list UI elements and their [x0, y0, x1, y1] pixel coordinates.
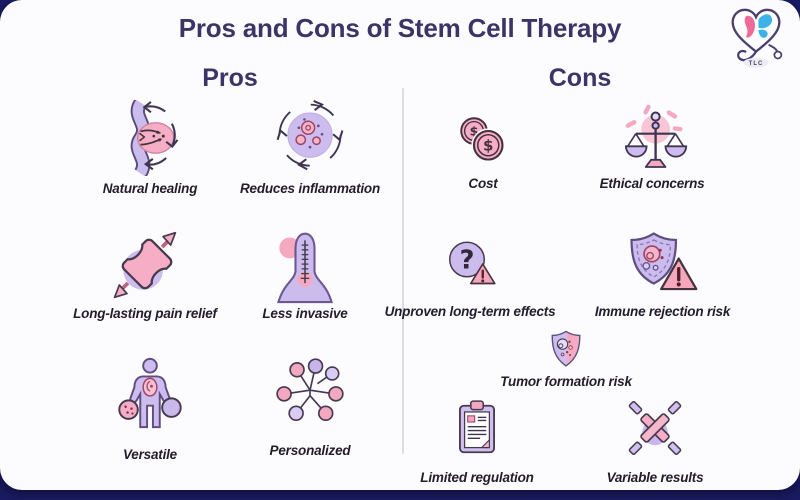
pros-item-pain-relief: Long-lasting pain relief [50, 228, 240, 322]
pain-relief-icon [113, 231, 177, 299]
svg-text:$: $ [483, 137, 493, 155]
item-label: Less invasive [262, 306, 348, 322]
ethical-concerns-icon [624, 104, 688, 168]
heart-stethoscope-logo-icon [731, 8, 783, 68]
cost-icon: $ $ [460, 117, 506, 163]
item-label: Immune rejection risk [594, 304, 731, 320]
item-label: Limited regulation [420, 470, 534, 486]
pros-item-versatile: Versatile [65, 355, 235, 463]
logo-text: TLC [748, 61, 764, 67]
immune-rejection-icon [629, 232, 697, 291]
less-invasive-icon [276, 232, 334, 304]
cons-item-limited-regulation: Limited regulation [397, 398, 557, 486]
natural-healing-icon [130, 100, 179, 176]
limited-regulation-icon [459, 400, 495, 454]
item-label: Natural healing [102, 181, 198, 197]
cons-column-header: Cons [548, 64, 612, 92]
svg-text:$: $ [470, 125, 479, 140]
unproven-effects-icon: ? [449, 241, 496, 285]
item-label: Cost [468, 176, 498, 192]
column-divider [402, 88, 404, 454]
cons-item-ethical-concerns: Ethical concerns [572, 104, 732, 192]
personalized-icon [276, 358, 344, 422]
pros-item-natural-healing: Natural healing [65, 100, 235, 197]
item-label: Tumor formation risk [500, 374, 632, 390]
cons-item-tumor-formation: Tumor formation risk [486, 328, 646, 390]
pros-item-reduces-inflammation: Reduces inflammation [225, 100, 395, 197]
svg-text:?: ? [460, 246, 475, 276]
reduces-inflammation-icon [276, 100, 344, 171]
item-label: Personalized [269, 443, 351, 459]
item-label: Variable results [606, 470, 704, 486]
item-label: Unproven long-term effects [384, 304, 556, 320]
cons-item-immune-rejection: Immune rejection risk [570, 228, 755, 320]
item-label: Versatile [123, 447, 177, 463]
tumor-formation-icon [551, 330, 581, 367]
variable-results-icon [628, 400, 682, 456]
item-label: Reduces inflammation [239, 181, 381, 197]
cons-item-variable-results: Variable results [575, 398, 735, 486]
pros-item-personalized: Personalized [225, 355, 395, 459]
cons-item-unproven-effects: ? Unproven long-term effects [373, 234, 567, 320]
pros-column-header: Pros [202, 64, 258, 92]
clinic-logo: TLC [722, 4, 790, 70]
page-title: Pros and Cons of Stem Cell Therapy [178, 13, 622, 43]
cons-item-cost: $ $ Cost [413, 110, 553, 192]
pros-item-less-invasive: Less invasive [220, 228, 390, 322]
item-label: Long-lasting pain relief [73, 306, 217, 322]
item-label: Ethical concerns [599, 176, 705, 192]
versatile-icon [118, 357, 182, 429]
